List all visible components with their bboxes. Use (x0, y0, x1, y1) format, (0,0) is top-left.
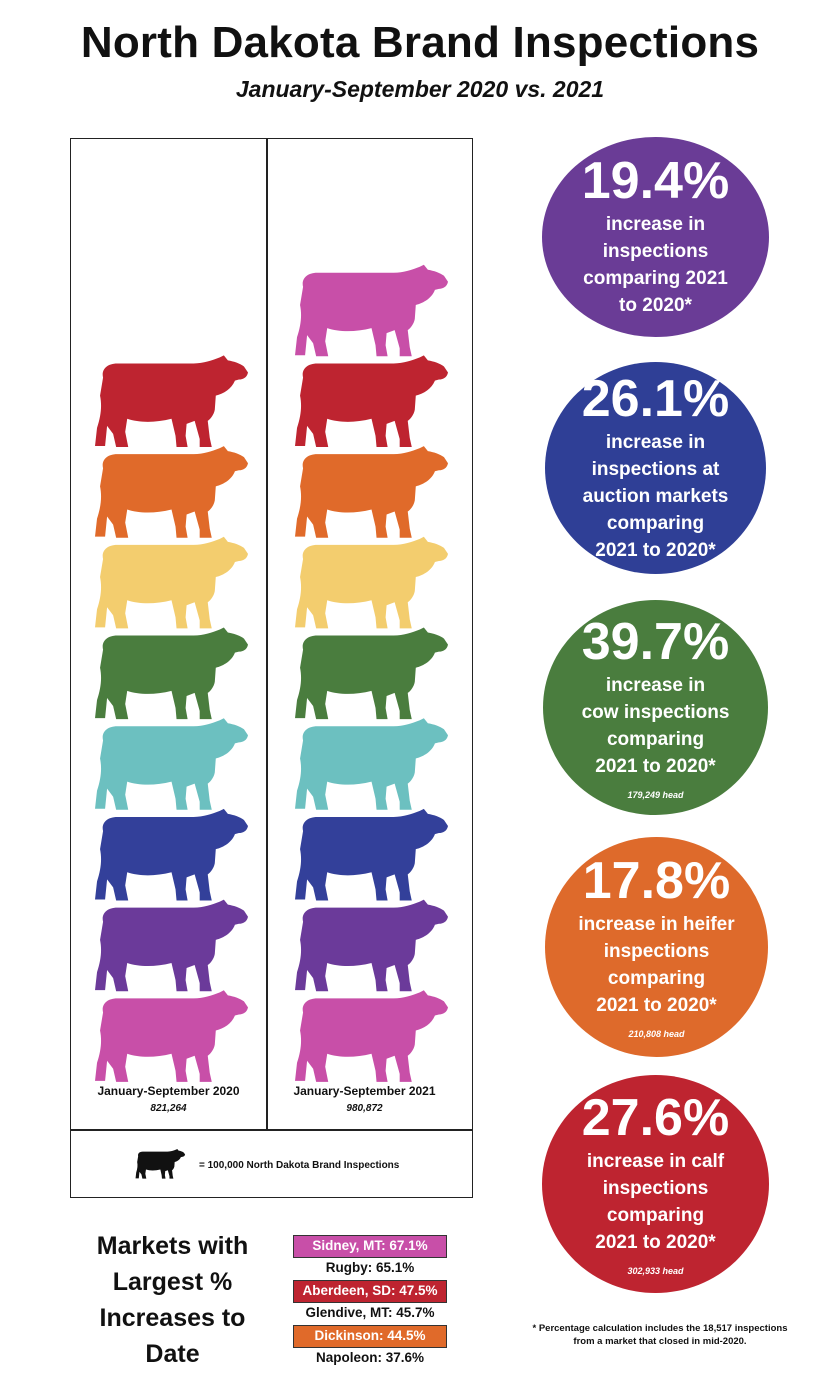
stat-head-count: 210,808 head (628, 1029, 685, 1039)
value-2021: 980,872 (346, 1103, 383, 1114)
cow-icon-2020-5 (95, 627, 248, 720)
label-2020: January-September 2020 (97, 1084, 240, 1098)
cow-icon-2020-7 (95, 446, 248, 538)
stat-description: increase in inspections at auction markets… (582, 431, 729, 561)
market-item: Sidney, MT: 67.1% (293, 1235, 447, 1258)
cow-icon-2020-6 (95, 536, 248, 629)
label-2021: January-September 2021 (293, 1084, 436, 1098)
cow-icon-2020-4 (95, 718, 248, 810)
market-item: Dickinson: 44.5% (293, 1325, 447, 1348)
market-item: Napoleon: 37.6% (315, 1349, 425, 1365)
page-title: North Dakota Brand Inspections (80, 18, 760, 67)
cow-icon-2020-1 (95, 990, 248, 1082)
stat-percent: 26.1% (581, 369, 730, 428)
page-subtitle: January-September 2020 vs. 2021 (235, 76, 605, 102)
cow-icon-2021-3 (295, 808, 448, 901)
cow-icon-2021-7 (295, 446, 448, 538)
stat-description: increase in inspections comparing 2021 to 2… (583, 214, 728, 316)
stat-description: increase in cow inspections comparing 2021 … (581, 674, 730, 777)
market-item: Rugby: 65.1% (325, 1259, 415, 1275)
stat-circle-26-1pct: 26.1% increase in inspections at auction ma… (545, 362, 766, 574)
stat-percent: 27.6% (581, 1089, 730, 1147)
value-2020: 821,264 (150, 1103, 187, 1114)
stat-head-count: 302,933 head (627, 1266, 684, 1276)
cattle-pictograph (95, 174, 448, 1082)
legend-divider (71, 1129, 472, 1131)
cow-icon-2020-2 (95, 899, 248, 992)
markets-title: Markets with Largest % Increases to Date (96, 1232, 249, 1368)
stat-circle-19-4pct: 19.4% increase in inspections comparing 202… (542, 137, 769, 337)
stat-circle-17-8pct: 17.8% increase in heifer inspections compar… (545, 837, 768, 1057)
cow-legend-icon (135, 1149, 186, 1179)
stat-description: increase in heifer inspections comparing 20… (578, 914, 735, 1016)
stat-head-count: 179,249 head (627, 789, 684, 800)
footnote: * Percentage calculation includes the 18… (532, 1323, 788, 1347)
cow-icon-2021-4 (295, 718, 448, 810)
cow-icon-2021-9 (295, 264, 448, 357)
stat-percent: 19.4% (581, 152, 730, 210)
cow-icon-2020-8 (95, 355, 248, 447)
cow-icon-2020-3 (95, 808, 248, 901)
stat-percent: 39.7% (581, 612, 730, 671)
market-item: Glendive, MT: 45.7% (305, 1304, 435, 1320)
cow-icon-2021-8 (295, 355, 448, 447)
cow-icon-2021-1 (295, 990, 448, 1082)
stat-percent: 17.8% (582, 852, 731, 910)
cow-icon-2021-6 (295, 536, 448, 629)
stat-circle-27-6pct: 27.6% increase in calf inspections comparin… (542, 1075, 769, 1293)
stat-description: increase in calf inspections comparing 2021… (586, 1151, 725, 1253)
market-item: Aberdeen, SD: 47.5% (293, 1280, 447, 1303)
market-list: Sidney, MT: 67.1% Rugby: 65.1% Aberdeen, S… (293, 1235, 447, 1370)
cow-icon-2021-10 (295, 174, 448, 266)
cow-icon-2020-9 (95, 265, 248, 357)
cow-icon-2021-5 (295, 627, 448, 720)
legend-text: = 100,000 North Dakota Brand Inspections (199, 1160, 400, 1171)
pictograph-chart: January-September 2020 821,264 January-S… (70, 138, 473, 1198)
column-divider (266, 139, 268, 1129)
cow-icon-2021-2 (295, 899, 448, 992)
stat-circle-39-7pct: 39.7% increase in cow inspections comparing… (543, 600, 768, 815)
